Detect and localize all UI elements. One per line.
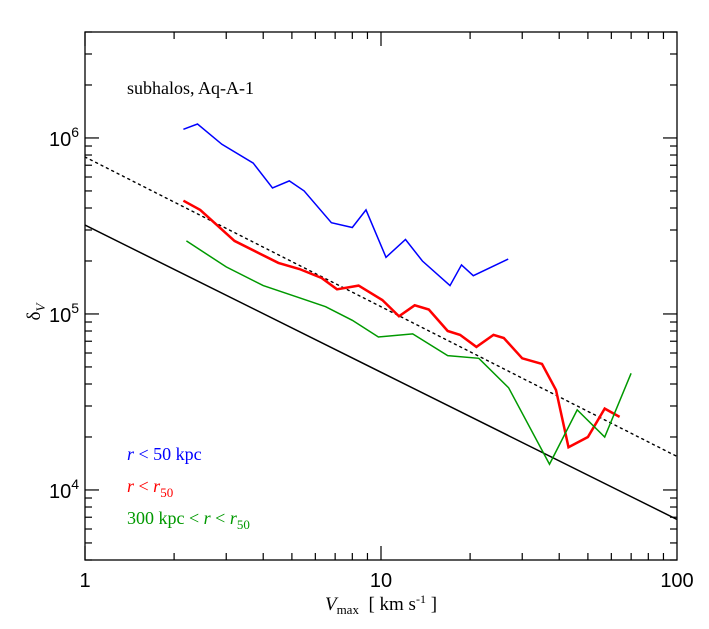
x-tick-label: 100 [660, 570, 693, 592]
plot-frame [84, 31, 678, 561]
axis-ticks [84, 31, 677, 561]
x-axis-label: Vmax [ km s-1 ] [325, 592, 437, 617]
y-tick-label: 104 [49, 476, 79, 503]
series-line-3 [185, 240, 632, 466]
legend-entry-3: 300 kpc < r < r50 [127, 508, 250, 532]
reference-line-solid [85, 224, 677, 521]
x-tick-label: 1 [79, 570, 90, 592]
data-series [182, 123, 632, 466]
y-tick-label: 106 [49, 124, 79, 151]
tick-labels: 1 10 100 104 105 106 [49, 124, 694, 592]
legend: r < 50 kpc r < r50 300 kpc < r < r50 [127, 444, 250, 532]
reference-line-dotted [85, 156, 677, 458]
legend-entry-2: r < r50 [127, 476, 173, 500]
series-line-2 [182, 199, 621, 450]
series-line-1 [183, 123, 509, 287]
y-axis-label: δV [24, 302, 48, 321]
y-tick-label: 105 [49, 300, 79, 327]
reference-lines [85, 156, 677, 521]
x-tick-label: 10 [370, 570, 392, 592]
legend-entry-1: r < 50 kpc [127, 444, 202, 464]
chart-annotation: subhalos, Aq-A-1 [127, 78, 254, 98]
